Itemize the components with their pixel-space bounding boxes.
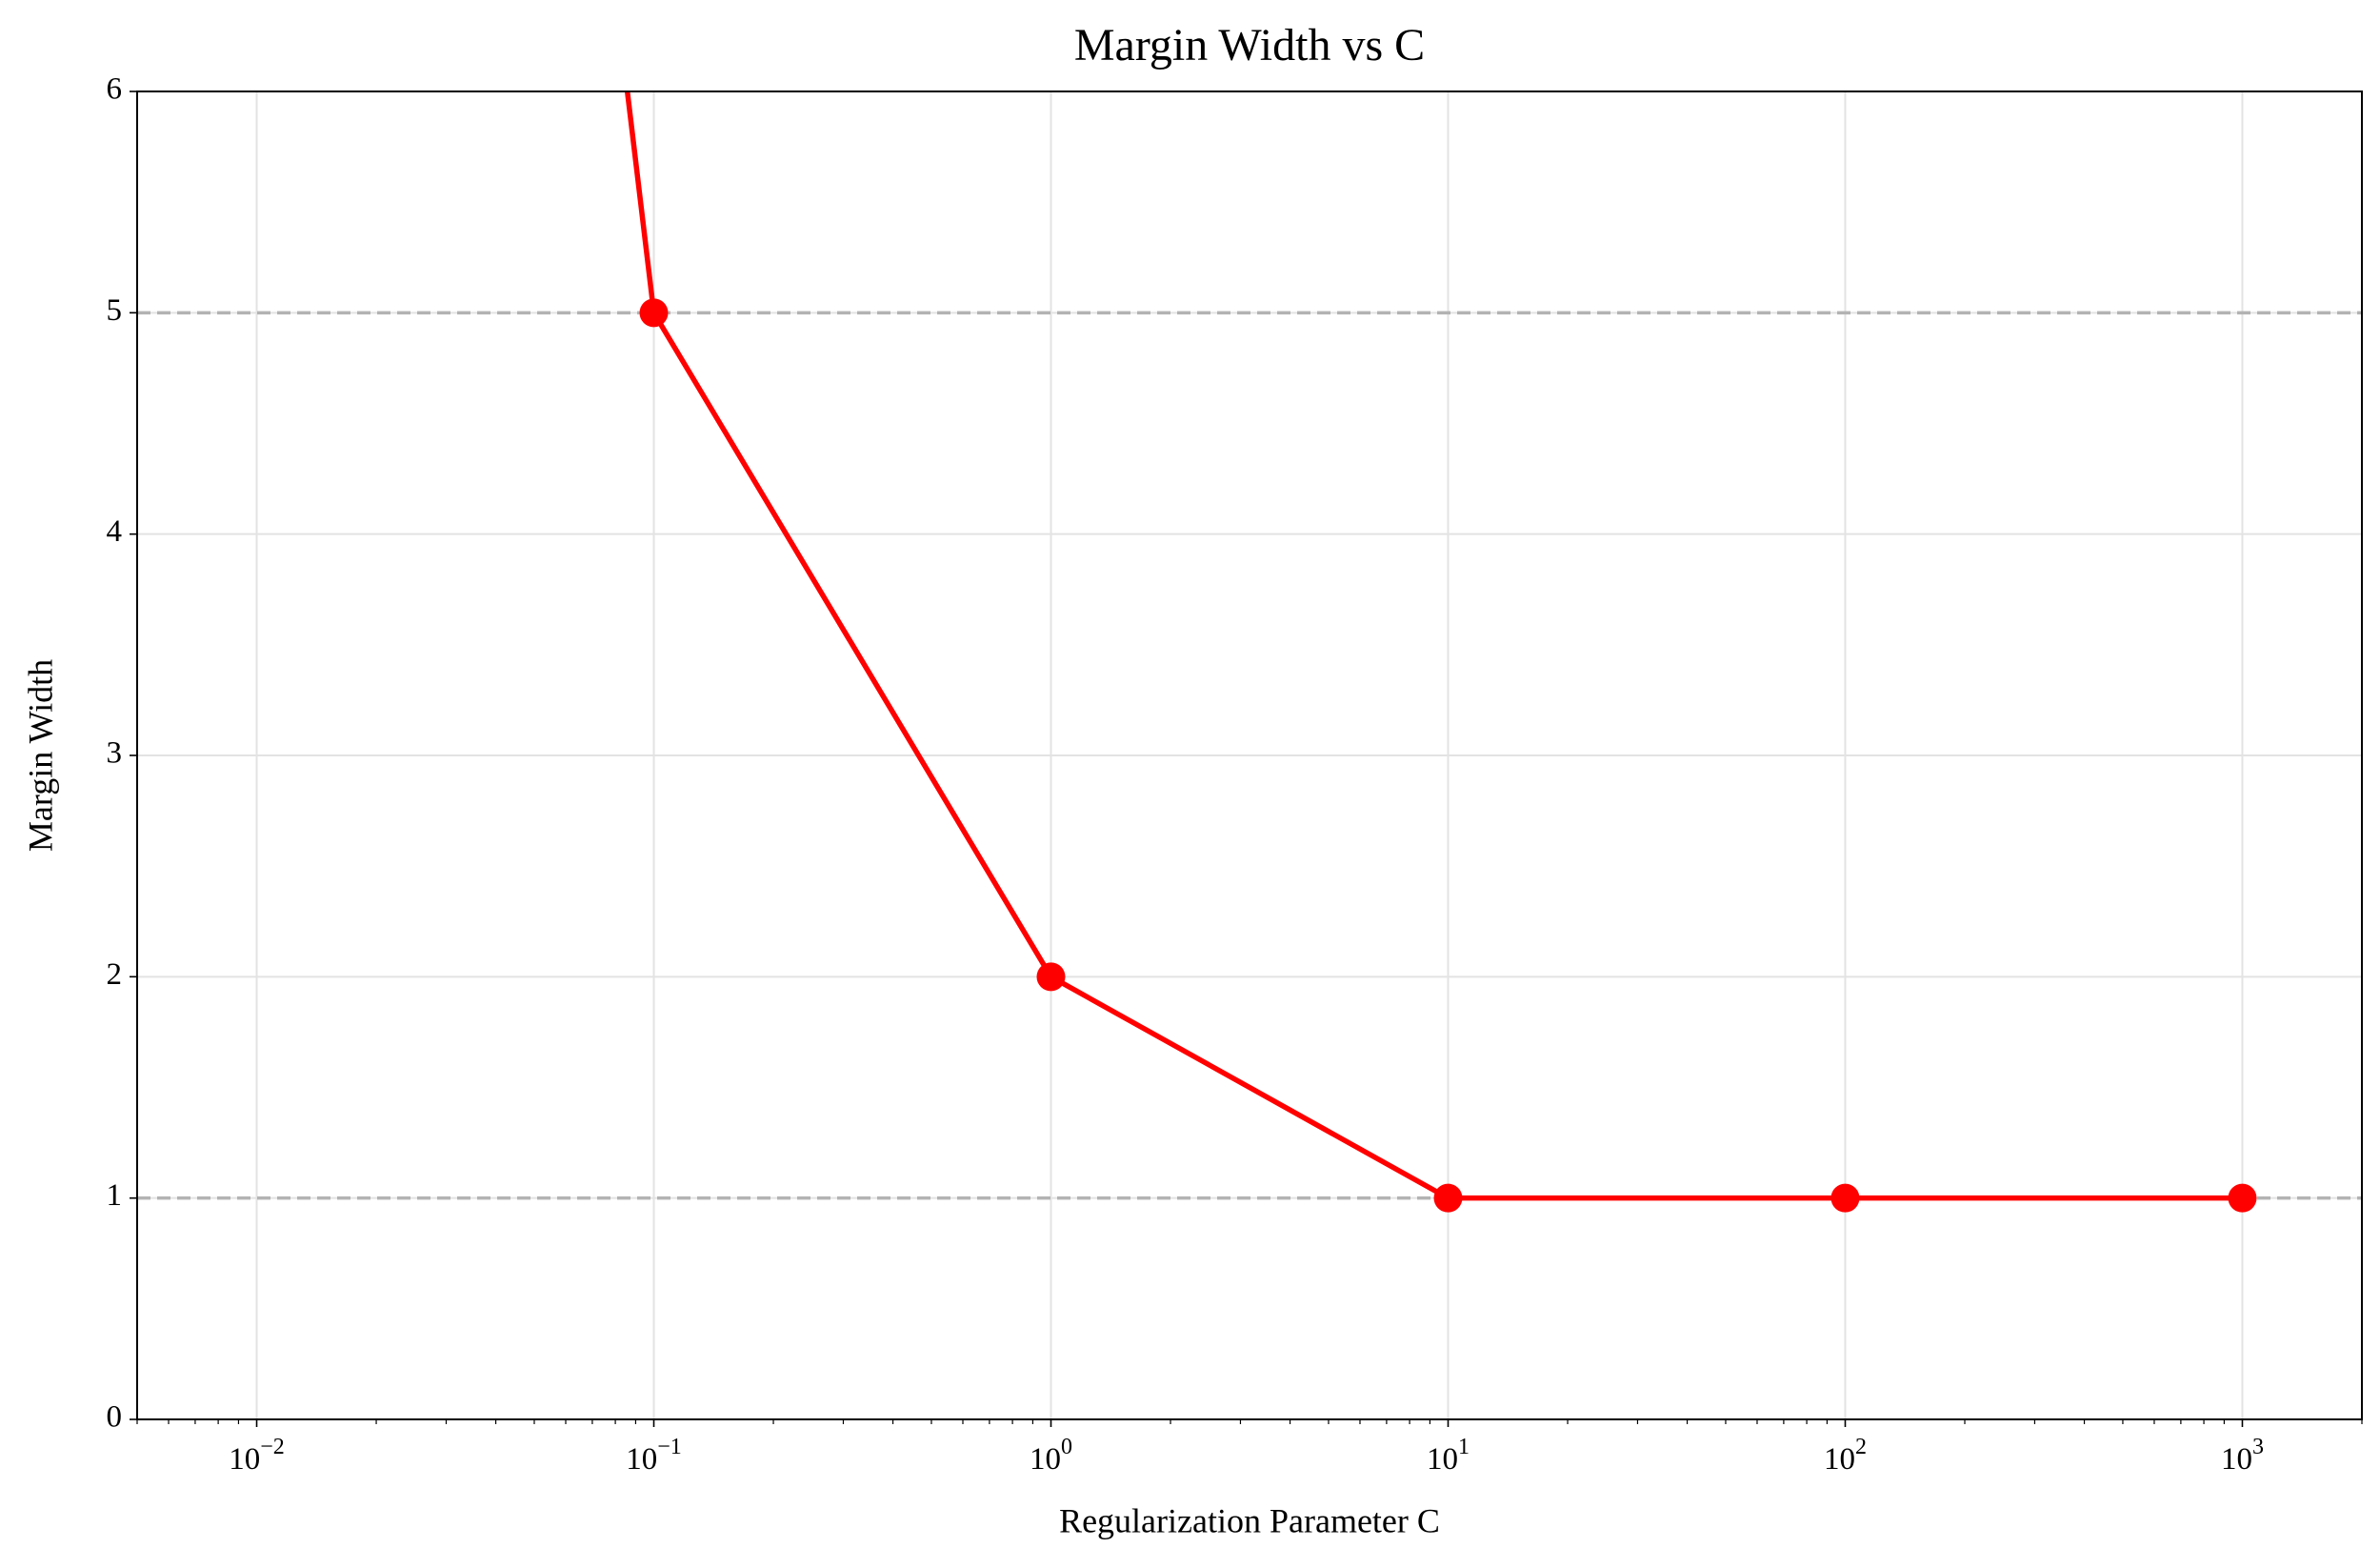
series-line <box>624 91 2243 1201</box>
marker <box>1036 962 1066 992</box>
y-tick-label: 4 <box>107 514 123 549</box>
y-tick-label: 1 <box>107 1178 123 1213</box>
x-tick-label: 100 <box>1030 1435 1072 1477</box>
y-tick-label: 2 <box>107 957 123 992</box>
x-axis-label: Regularization Parameter C <box>1059 1501 1440 1539</box>
marker <box>639 298 669 328</box>
y-tick-label: 0 <box>107 1400 123 1435</box>
x-tick-label: 103 <box>2221 1435 2264 1477</box>
y-tick-label: 3 <box>107 736 123 771</box>
y-tick-label: 5 <box>107 293 123 328</box>
marker <box>1830 1183 1860 1213</box>
y-axis-label: Margin Width <box>21 659 59 852</box>
plot-area <box>624 91 2257 1213</box>
x-tick-label: 101 <box>1427 1435 1470 1477</box>
chart-title: Margin Width vs C <box>1074 20 1425 70</box>
marker <box>2228 1183 2257 1213</box>
axes-frame <box>136 90 2363 1420</box>
y-tick-label: 6 <box>107 72 123 107</box>
x-tick-label: 10−1 <box>626 1435 682 1477</box>
x-tick-label: 10−2 <box>229 1435 285 1477</box>
marker <box>1433 1183 1463 1213</box>
x-tick-label: 102 <box>1824 1435 1867 1477</box>
